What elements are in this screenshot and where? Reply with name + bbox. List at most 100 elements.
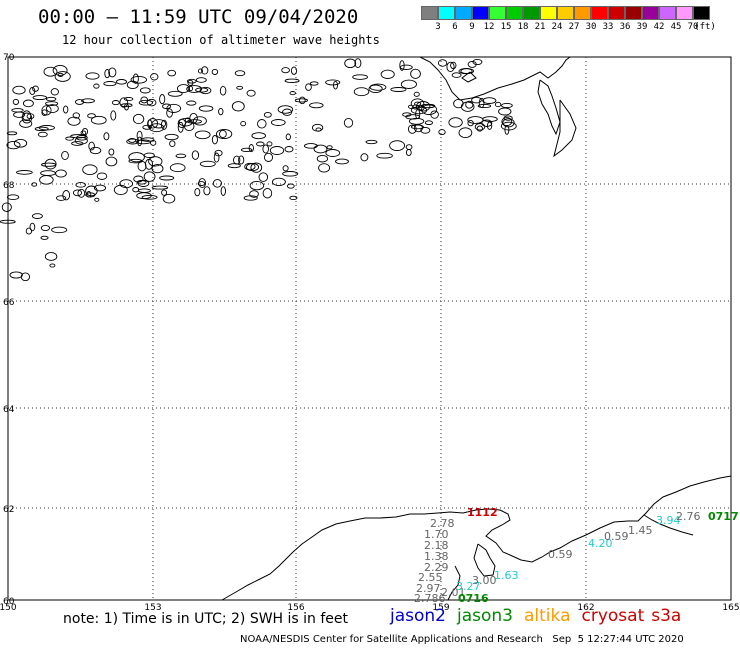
lake <box>32 95 48 101</box>
lake <box>41 105 52 116</box>
scale-label: 18 <box>517 22 529 32</box>
lake <box>263 111 272 118</box>
scale-label: 12 <box>483 22 495 32</box>
footer-credit: NOAA/NESDIS Center for Satellite Applica… <box>240 634 684 645</box>
lake <box>343 117 354 128</box>
lake <box>231 101 245 112</box>
lake <box>211 68 219 75</box>
lake <box>380 69 395 79</box>
lake <box>450 61 457 70</box>
lake <box>369 83 387 91</box>
lake <box>248 144 254 153</box>
lake <box>54 71 71 82</box>
lake <box>325 79 341 86</box>
lake <box>501 102 513 109</box>
coastline-segment <box>419 56 571 101</box>
lake <box>187 79 194 86</box>
lake <box>77 188 86 198</box>
lake <box>72 189 83 197</box>
lake <box>40 224 50 232</box>
lake <box>416 101 431 112</box>
lat-label: 68 <box>3 181 15 191</box>
note-text: note: 1) Time is in UTC; 2) SWH is in fe… <box>63 611 349 627</box>
lake <box>151 119 167 129</box>
lake <box>191 150 200 160</box>
scale-swatch <box>676 6 693 20</box>
lake <box>494 101 502 108</box>
lake <box>22 99 34 108</box>
map-frame <box>7 56 732 601</box>
observation-label: 3.27 <box>456 580 481 593</box>
lake <box>136 180 147 185</box>
lake <box>478 97 485 108</box>
scale-swatch <box>693 6 710 20</box>
lake <box>25 227 33 235</box>
lake <box>201 66 209 75</box>
lake <box>236 85 244 90</box>
lake <box>43 66 58 77</box>
lake <box>141 137 155 142</box>
lake <box>420 126 431 134</box>
lake <box>282 171 299 177</box>
lake <box>16 170 33 175</box>
lake <box>139 87 151 94</box>
lake <box>212 179 222 188</box>
lake <box>167 69 177 77</box>
lake <box>266 141 273 147</box>
lake <box>41 162 57 167</box>
lake <box>421 104 438 115</box>
coastline-segment <box>221 475 732 601</box>
lake <box>360 153 369 162</box>
lake <box>22 110 32 122</box>
graticule <box>8 57 731 600</box>
lake <box>412 104 420 110</box>
lake <box>227 163 241 169</box>
lake <box>309 102 324 109</box>
lake <box>368 84 383 94</box>
lake <box>148 123 165 133</box>
lake <box>240 147 253 153</box>
lake <box>74 99 85 105</box>
lake <box>12 98 20 105</box>
lake <box>244 162 256 171</box>
scale-swatch <box>642 6 659 20</box>
lat-label: 60 <box>3 597 15 607</box>
lake <box>405 148 412 157</box>
lat-label: 64 <box>3 405 15 415</box>
lake <box>94 197 100 202</box>
lake <box>472 58 483 66</box>
lake <box>203 186 211 196</box>
lake <box>93 184 107 192</box>
lake <box>6 194 20 201</box>
lake <box>132 113 145 125</box>
lake <box>44 252 58 261</box>
lake <box>167 90 183 97</box>
lake <box>150 73 159 81</box>
color-scale <box>421 6 710 22</box>
lake <box>199 160 216 168</box>
observation-label: 2.18 <box>424 539 449 552</box>
lake <box>104 69 111 79</box>
lake <box>159 175 175 181</box>
lake <box>13 138 28 148</box>
lake <box>477 103 492 109</box>
lake <box>281 67 290 74</box>
lake <box>408 117 425 125</box>
lake <box>257 119 267 129</box>
lake <box>49 263 56 268</box>
lake <box>31 182 38 187</box>
lake <box>31 213 43 219</box>
lake <box>486 121 493 130</box>
lake <box>258 172 269 182</box>
lake <box>399 64 413 70</box>
scale-swatch <box>472 6 489 20</box>
lake <box>40 170 56 176</box>
lake <box>61 150 69 161</box>
lake <box>75 182 86 188</box>
lake <box>197 68 204 74</box>
lake <box>194 187 201 197</box>
lake <box>352 74 368 80</box>
lon-label: 159 <box>432 603 449 613</box>
lake <box>103 81 117 87</box>
coastline-segment <box>553 99 577 158</box>
